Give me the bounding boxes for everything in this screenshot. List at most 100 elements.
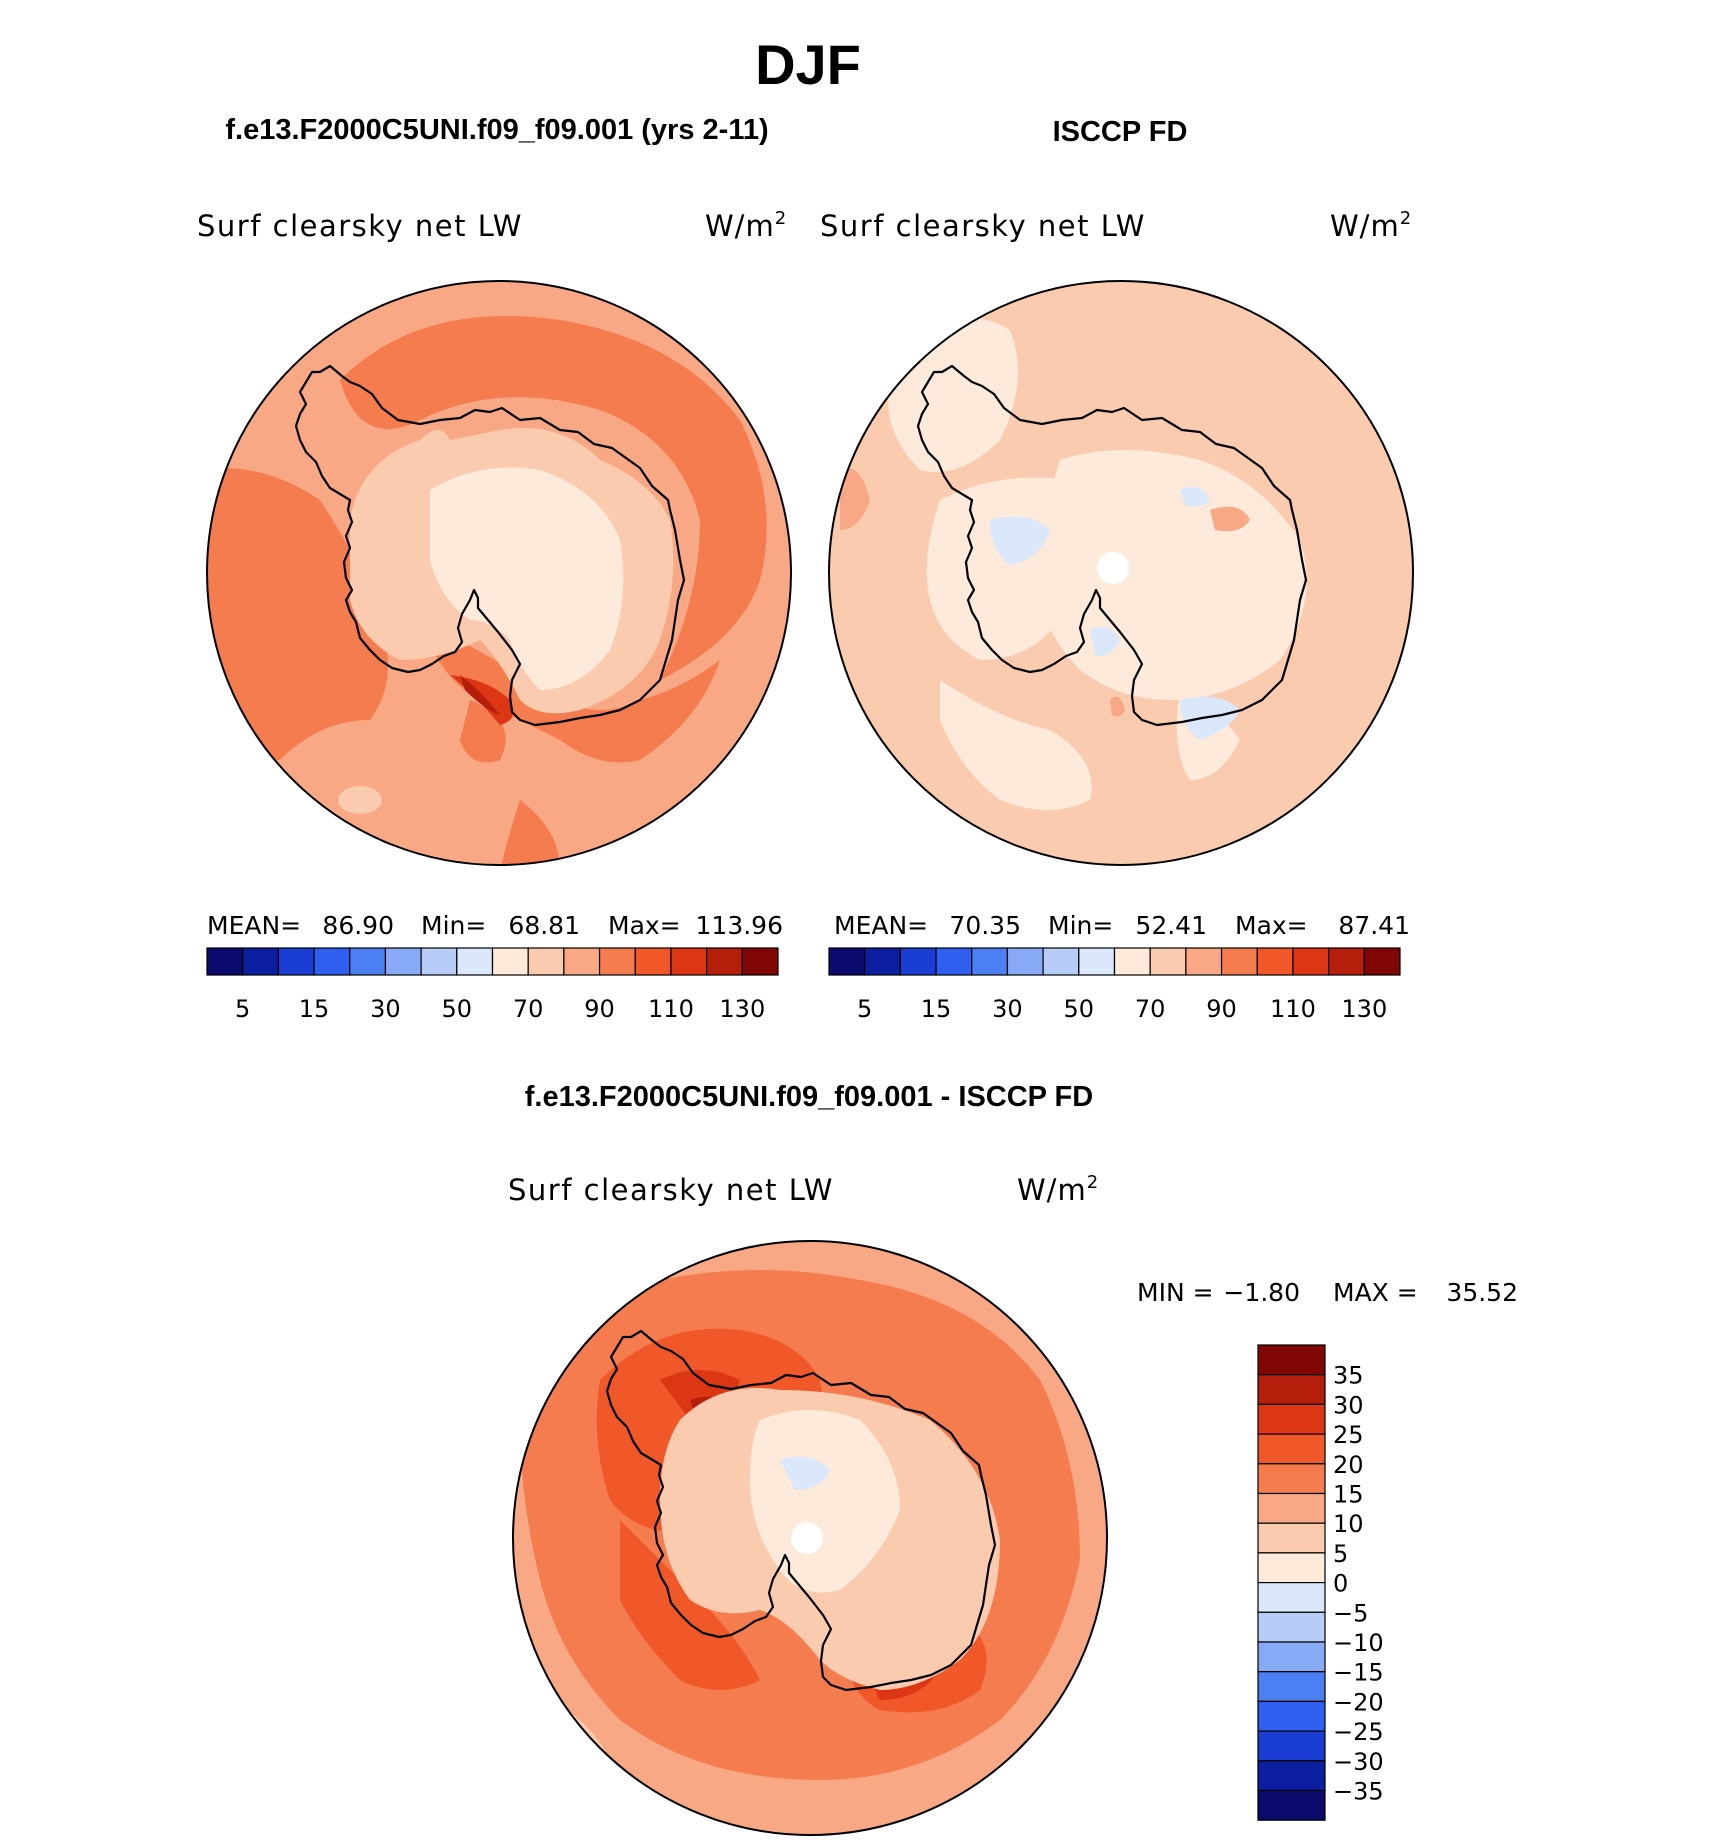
colorbar-tick-label: 110 [648,995,694,1023]
colorbar-swatch [242,947,279,976]
colorbar-swatch [1257,1611,1326,1643]
colorbar-tick-label: 130 [719,995,765,1023]
colorbar-tick-label: 110 [1270,995,1316,1023]
colorbar-tick-label: 30 [992,995,1023,1023]
colorbar-tick-label: 5 [1333,1540,1348,1568]
svg-text:Min=: Min= [1048,911,1113,940]
colorbar-swatch [1257,1374,1326,1405]
colorbar-swatch [1185,947,1223,976]
colorbar-tick-label: 70 [1135,995,1166,1023]
svg-text:MAX =: MAX = [1333,1278,1418,1307]
colorbar-swatch [527,947,565,976]
colorbar-swatch [1257,1641,1326,1673]
colorbar-swatch [706,947,743,976]
model-case-title: f.e13.F2000C5UNI.f09_f09.001 (yrs 2-11) [225,114,768,146]
svg-text:−1.80: −1.80 [1223,1278,1300,1307]
model-unit-label: W/m2 [705,208,787,243]
colorbar-swatch [1006,947,1044,976]
colorbar-tick-label: −25 [1333,1718,1384,1746]
svg-text:Max=: Max= [1235,911,1308,940]
colorbar-swatch [1257,1522,1326,1554]
colorbar-swatch [1042,947,1080,976]
svg-text:68.81: 68.81 [508,911,580,940]
colorbar-swatch [1149,947,1187,976]
colorbar-swatch [1257,1700,1326,1732]
colorbar-swatch [206,947,244,976]
colorbar-swatch [1256,947,1294,976]
diff-polar-map [512,1240,1108,1836]
colorbar-swatch [1078,947,1116,976]
colorbar-tick-label: −5 [1333,1599,1368,1627]
obs-case-title: ISCCP FD [1053,116,1188,148]
colorbar-swatch [384,947,422,976]
obs-stats: MEAN= 70.35 Min= 52.41 Max= 87.41 [834,911,1410,940]
antarctica-coastline [916,364,1308,727]
model-variable-label: Surf clearsky net LW [197,209,523,243]
colorbar-swatch [741,947,779,976]
colorbar-swatch [1257,1552,1326,1584]
colorbar-swatch [313,947,351,976]
colorbar-swatch [1220,947,1258,976]
colorbar-tick-label: 30 [1333,1391,1364,1419]
colorbar-tick-label: 0 [1333,1570,1348,1598]
obs-variable-label: Surf clearsky net LW [820,209,1146,243]
colorbar-tick-label: 130 [1341,995,1387,1023]
antarctica-coastline [605,1329,997,1692]
colorbar-tick-label: 30 [370,995,401,1023]
svg-text:MEAN=: MEAN= [834,911,928,940]
colorbar-tick-label: −35 [1333,1778,1384,1806]
diff-variable-label: Surf clearsky net LW [508,1173,834,1207]
colorbar-tick-label: 50 [442,995,473,1023]
colorbar-tick-label: 90 [584,995,615,1023]
colorbar-tick-label: 15 [921,995,952,1023]
svg-text:MEAN=: MEAN= [207,911,301,940]
colorbar-swatch [1257,1344,1326,1376]
colorbar-swatch [1113,947,1151,976]
svg-text:113.96: 113.96 [696,911,783,940]
colorbar-swatch [420,947,458,976]
obs-colorbar: 5 15 30 50 70 90 110 130 [828,947,1401,1023]
colorbar-swatch [634,947,672,976]
colorbar-swatch [277,947,315,976]
colorbar-tick-label: 50 [1064,995,1095,1023]
colorbar-tick-label: 20 [1333,1451,1364,1479]
colorbar-swatch [1257,1730,1326,1762]
main-title: DJF [755,33,861,96]
colorbar-swatch [1257,1433,1326,1465]
svg-text:Min=: Min= [421,911,486,940]
colorbar-tick-label: −20 [1333,1688,1384,1716]
colorbar-swatch [935,947,973,976]
model-polar-map [206,280,792,866]
obs-polar-map [828,280,1414,866]
model-stats: MEAN= 86.90 Min= 68.81 Max= 113.96 [207,911,783,940]
colorbar-swatch [1257,1671,1326,1702]
colorbar-swatch [491,947,529,976]
svg-text:70.35: 70.35 [949,911,1021,940]
colorbar-swatch [1257,1760,1326,1792]
colorbar-swatch [598,947,636,976]
colorbar-swatch [1257,1403,1326,1435]
colorbar-swatch [1257,1463,1326,1495]
colorbar-tick-label: −30 [1333,1748,1384,1776]
colorbar-tick-label: 25 [1333,1421,1364,1449]
colorbar-tick-label: 10 [1333,1510,1364,1538]
svg-text:86.90: 86.90 [322,911,394,940]
colorbar-tick-label: −10 [1333,1629,1384,1657]
colorbar-tick-label: 5 [857,995,872,1023]
colorbar-swatch [971,947,1009,976]
colorbar-tick-label: 35 [1333,1362,1364,1390]
obs-unit-label: W/m2 [1330,208,1412,243]
svg-text:35.52: 35.52 [1446,1278,1518,1307]
colorbar-tick-label: 15 [299,995,330,1023]
svg-text:87.41: 87.41 [1338,911,1410,940]
svg-text:52.41: 52.41 [1135,911,1207,940]
colorbar-swatch [563,947,601,976]
colorbar-swatch [1328,947,1365,976]
colorbar-swatch [828,947,866,976]
model-colorbar: 5 15 30 50 70 90 110 130 [206,947,779,1023]
colorbar-swatch [1257,1789,1326,1821]
colorbar-swatch [1363,947,1401,976]
svg-text:Max=: Max= [608,911,681,940]
colorbar-swatch [1257,1492,1326,1524]
svg-text:MIN =: MIN = [1137,1278,1214,1307]
